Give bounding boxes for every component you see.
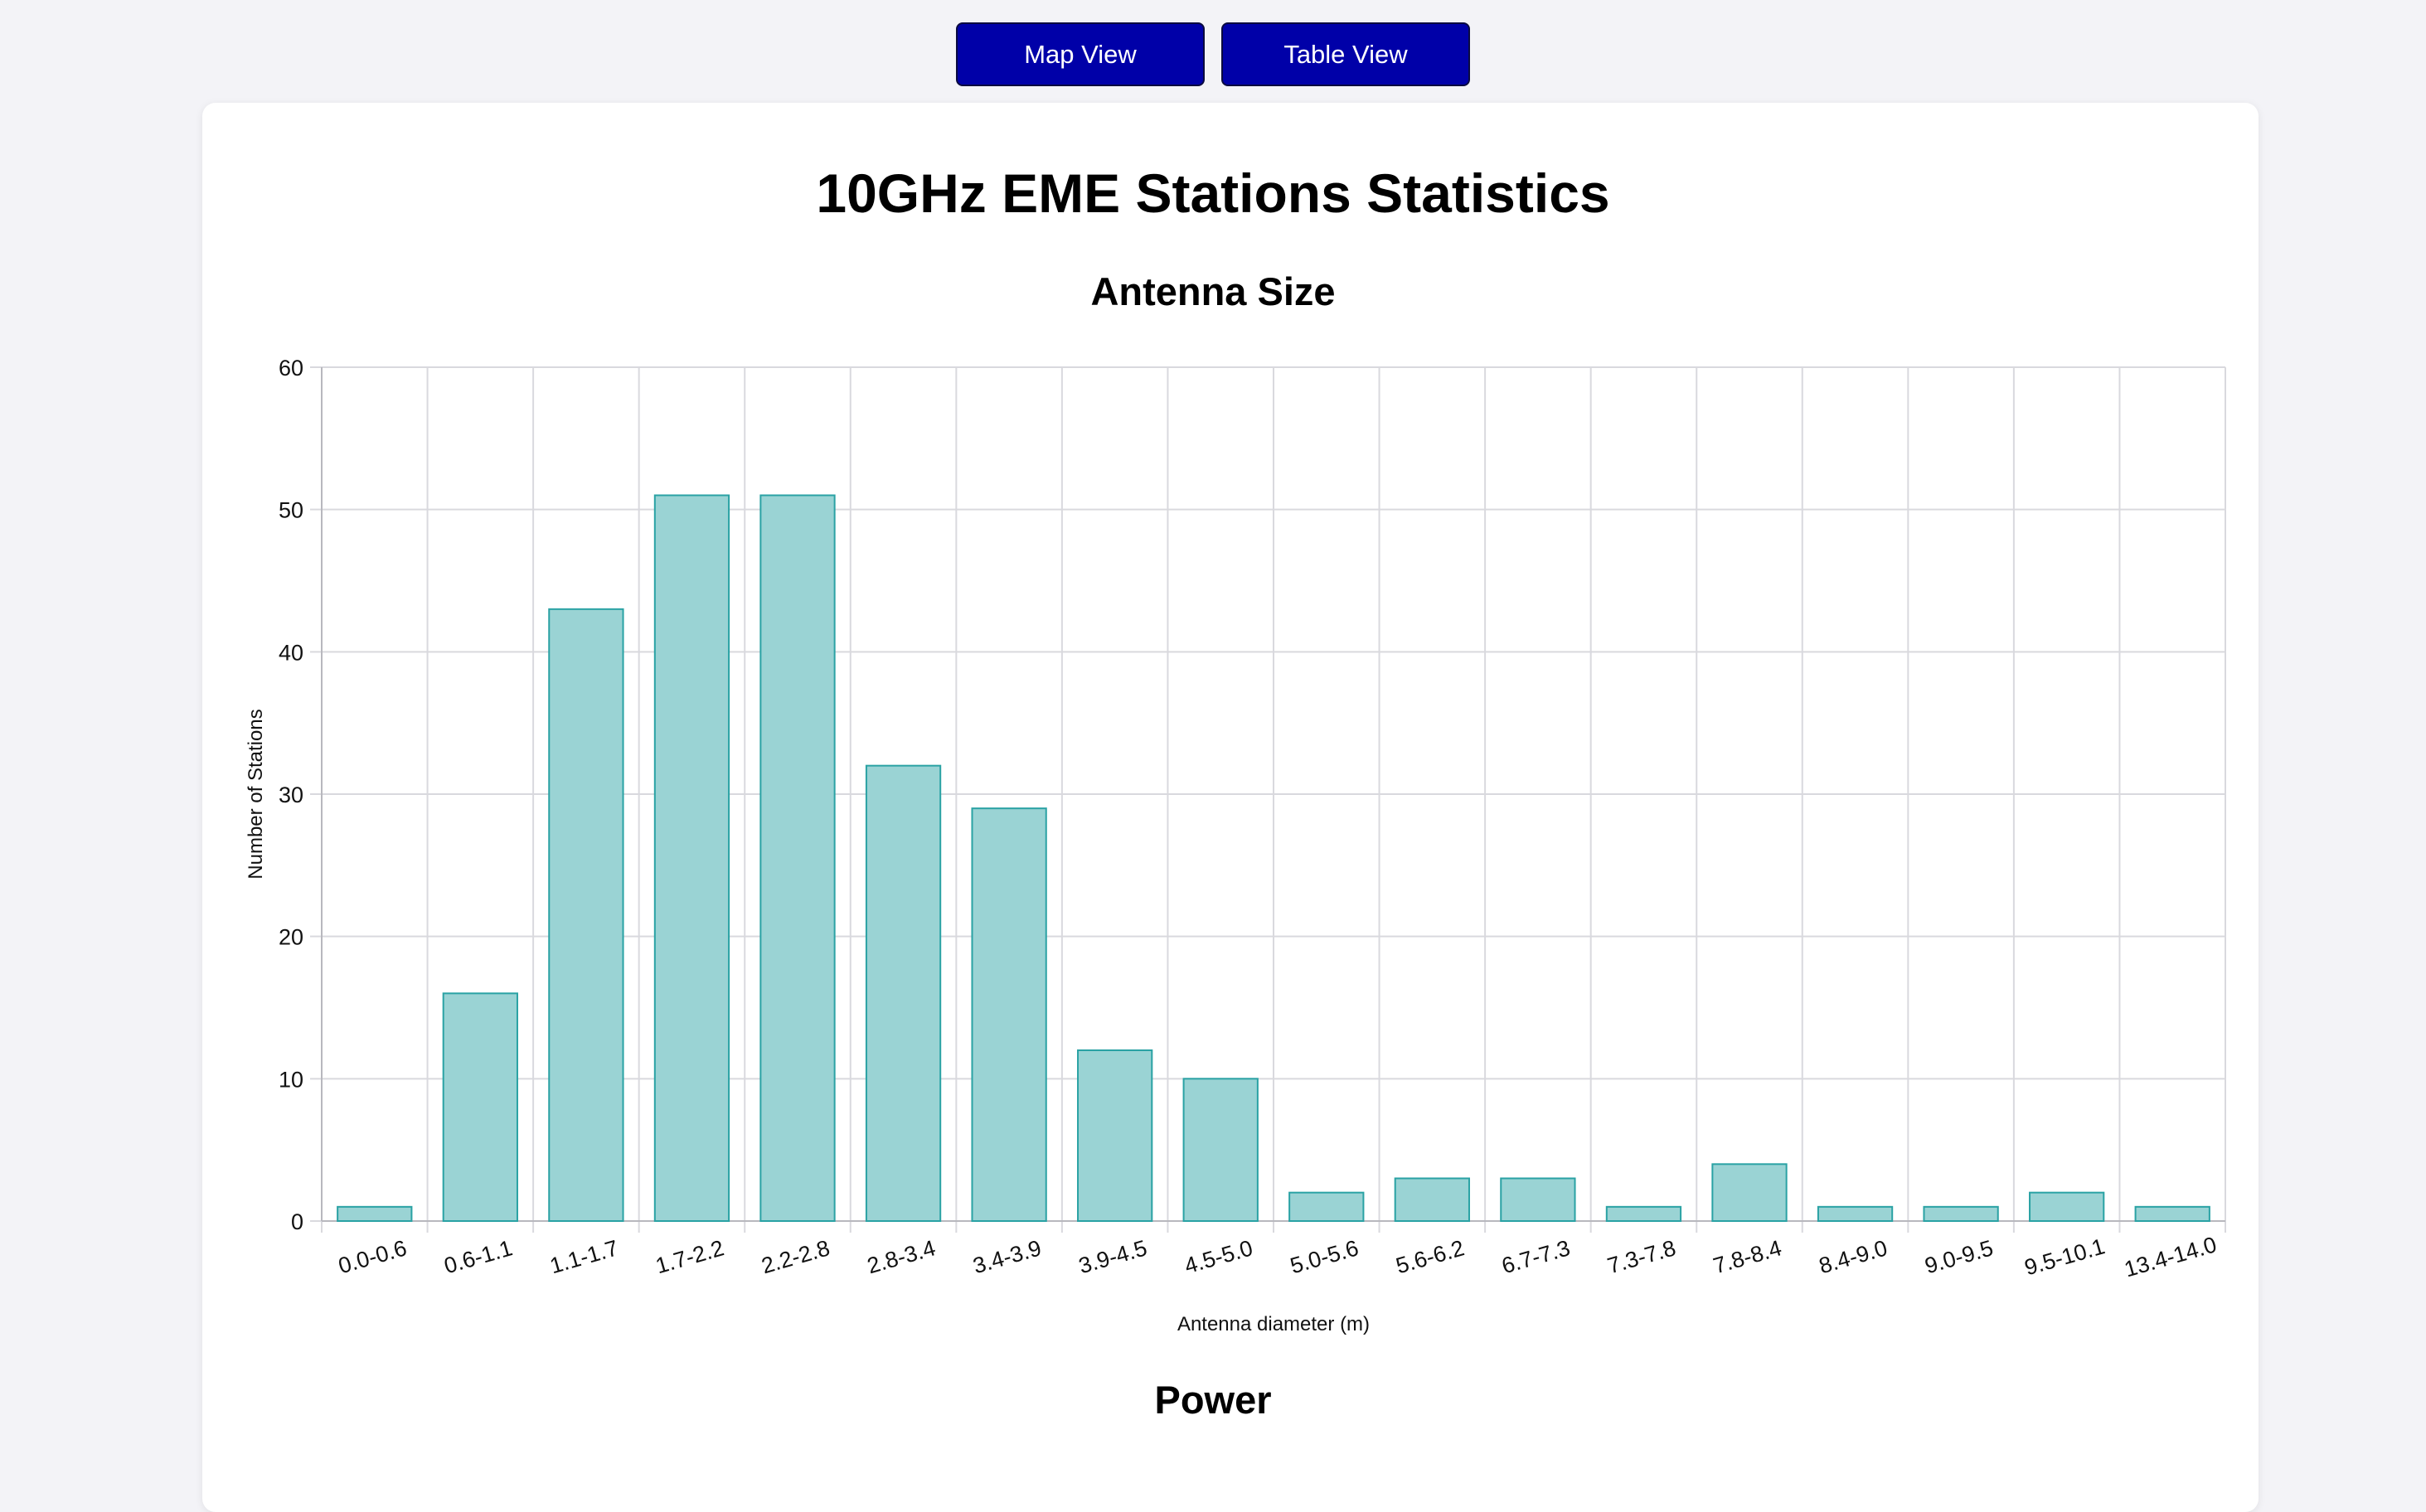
bar	[1182, 1078, 1259, 1223]
bar	[1500, 1177, 1576, 1222]
x-tick-label: 5.0-5.6	[1288, 1235, 1361, 1278]
chart-bars	[337, 494, 2210, 1223]
bar	[442, 992, 518, 1223]
bar	[865, 764, 942, 1222]
y-tick-label: 0	[291, 1209, 303, 1234]
y-axis-title: Number of Stations	[245, 709, 267, 879]
y-tick-label: 10	[279, 1067, 303, 1092]
power-section-title: Power	[1154, 1378, 1272, 1422]
table-view-button[interactable]: Table View	[1221, 22, 1470, 86]
x-tick-label: 9.0-9.5	[1922, 1235, 1996, 1278]
bar	[653, 494, 730, 1222]
x-tick-label: 5.6-6.2	[1393, 1235, 1467, 1278]
y-tick-label: 50	[279, 498, 303, 523]
x-tick-label: 13.4-14.0	[2122, 1232, 2220, 1282]
x-tick-label: 2.2-2.8	[759, 1235, 832, 1278]
bar	[548, 608, 624, 1222]
x-tick-label: 0.6-1.1	[441, 1235, 515, 1278]
bar	[759, 494, 836, 1222]
map-view-button[interactable]: Map View	[956, 22, 1205, 86]
antenna-size-chart: 0 10 20 30 40 50 60 0.0-0.6 0.6-1.1 1.1-1.7 1.7-2.…	[245, 356, 2226, 1335]
y-tick-label: 40	[279, 640, 303, 665]
x-axis-title: Antenna diameter (m)	[1177, 1313, 1370, 1335]
x-tick-label: 7.3-7.8	[1604, 1235, 1678, 1278]
x-tick-label: 6.7-7.3	[1499, 1235, 1573, 1278]
y-tick-label: 30	[279, 783, 303, 807]
bar	[971, 807, 1047, 1223]
page-title: 10GHz EME Stations Statistics	[816, 162, 1610, 224]
bar	[1923, 1205, 1999, 1223]
bar	[1711, 1163, 1788, 1223]
x-tick-label: 3.4-3.9	[970, 1235, 1044, 1278]
bar	[2029, 1191, 2105, 1222]
bar	[337, 1205, 413, 1223]
x-tick-label: 1.1-1.7	[547, 1235, 621, 1278]
bar	[1605, 1205, 1682, 1223]
bar	[1394, 1177, 1470, 1222]
x-tick-label: 9.5-10.1	[2021, 1233, 2108, 1280]
chart-grid	[310, 366, 2226, 1233]
x-tick-label: 0.0-0.6	[336, 1235, 410, 1278]
antenna-section-title: Antenna Size	[1090, 269, 1336, 313]
bar	[1077, 1049, 1153, 1222]
stats-card	[202, 103, 2259, 1512]
view-switcher: Map View Table View	[0, 22, 2426, 86]
chart-axes	[321, 367, 2225, 1222]
x-tick-label: 4.5-5.0	[1181, 1235, 1255, 1278]
y-tick-label: 20	[279, 925, 303, 950]
y-tick-label: 60	[279, 356, 303, 380]
bar	[1288, 1191, 1365, 1222]
x-tick-label: 7.8-8.4	[1710, 1235, 1784, 1278]
x-tick-label: 1.7-2.2	[653, 1235, 726, 1278]
bar	[1817, 1205, 1894, 1223]
x-tick-label: 8.4-9.0	[1817, 1235, 1890, 1278]
x-tick-label: 3.9-4.5	[1076, 1235, 1150, 1278]
bar	[2134, 1205, 2210, 1223]
x-tick-label: 2.8-3.4	[865, 1235, 939, 1278]
